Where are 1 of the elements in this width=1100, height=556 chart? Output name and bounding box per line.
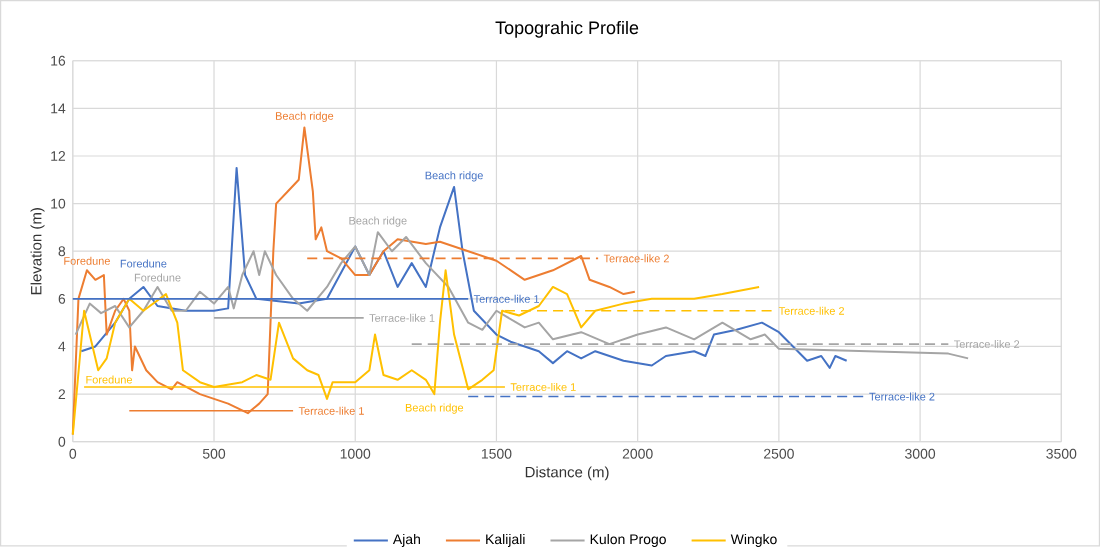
chart-title: Topograhic Profile [495, 21, 639, 39]
